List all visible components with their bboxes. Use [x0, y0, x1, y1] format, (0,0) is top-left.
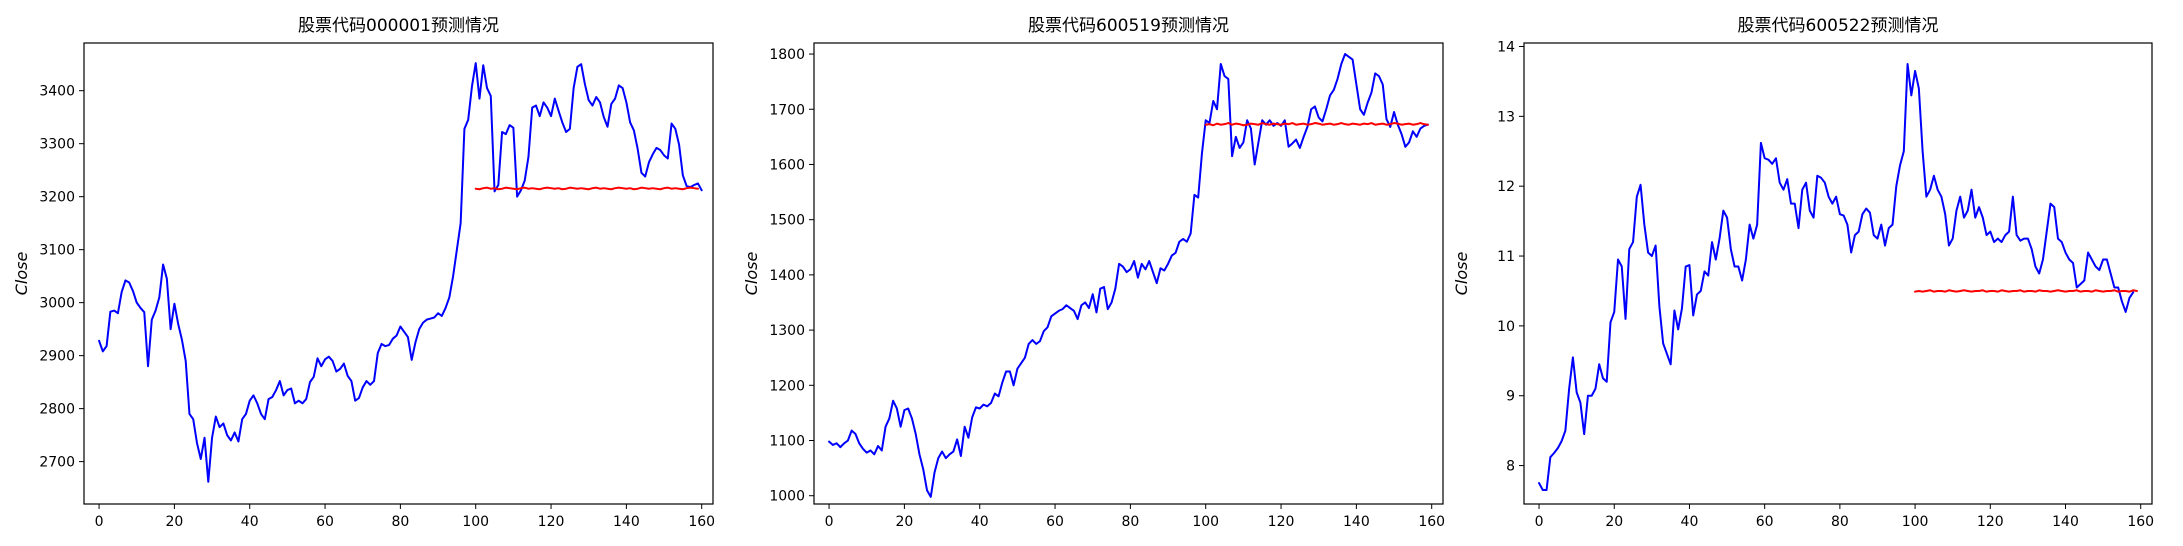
y-tick-label: 2700: [39, 455, 75, 471]
x-tick-label: 0: [95, 514, 104, 530]
y-tick-label: 1600: [769, 157, 805, 173]
x-tick-label: 160: [1418, 514, 1445, 530]
y-tick-label: 13: [1497, 109, 1515, 125]
y-tick-label: 10: [1497, 319, 1515, 335]
y-tick-label: 3100: [39, 243, 75, 259]
y-tick-label: 14: [1497, 39, 1515, 55]
x-tick-label: 100: [462, 514, 489, 530]
x-tick-label: 60: [316, 514, 334, 530]
axes-frame: [1523, 42, 2153, 505]
x-tick-label: 80: [1831, 514, 1849, 530]
y-axis-label: Close: [742, 252, 761, 296]
x-tick-label: 40: [971, 514, 989, 530]
chart-panel-2: 0 20 40 60 80 100 120 140 160 1000 1100 1200 1300 140…: [742, 16, 1445, 530]
x-tick-label: 40: [241, 514, 259, 530]
x-tick-label: 100: [1192, 514, 1219, 530]
axes-frame: [83, 42, 714, 505]
x-tick-label: 40: [1681, 514, 1699, 530]
x-tick-label: 120: [1268, 514, 1295, 530]
y-tick-label: 1800: [769, 47, 805, 63]
y-tick-label: 8: [1506, 459, 1515, 475]
x-tick-label: 20: [165, 514, 183, 530]
x-tick-label: 140: [2052, 514, 2079, 530]
y-axis-label: Close: [1452, 252, 1471, 296]
y-tick-label: 2900: [39, 349, 75, 365]
chart-title: 股票代码600519预测情况: [1028, 16, 1229, 36]
y-tick-label: 1200: [769, 378, 805, 394]
x-tick-label: 0: [1535, 514, 1544, 530]
y-tick-label: 1000: [769, 489, 805, 505]
actual-close-line: [1538, 62, 2135, 492]
x-tick-label: 60: [1046, 514, 1064, 530]
x-tick-label: 20: [895, 514, 913, 530]
x-tick-label: 120: [1977, 514, 2004, 530]
chart-title: 股票代码000001预测情况: [298, 16, 499, 36]
x-tick-label: 80: [1121, 514, 1139, 530]
y-tick-label: 1400: [769, 268, 805, 284]
y-axis-label: Close: [12, 252, 31, 296]
axes-frame: [813, 42, 1444, 505]
y-tick-label: 3400: [39, 84, 75, 100]
actual-close-line: [828, 53, 1429, 498]
x-tick-label: 160: [2127, 514, 2154, 530]
y-tick-label: 12: [1497, 179, 1515, 195]
predicted-close-line: [1204, 122, 1429, 127]
x-tick-label: 140: [1343, 514, 1370, 530]
chart-title: 股票代码600522预测情况: [1738, 16, 1939, 36]
x-tick-label: 80: [391, 514, 409, 530]
chart-panel-1: 0 20 40 60 80 100 120 140 160 2700 2800 2900 3000 310…: [12, 16, 715, 530]
x-tick-label: 0: [825, 514, 834, 530]
y-tick-label: 1700: [769, 102, 805, 118]
y-tick-label: 2800: [39, 402, 75, 418]
actual-close-line: [98, 62, 703, 483]
y-tick-label: 1500: [769, 213, 805, 229]
x-tick-label: 140: [613, 514, 640, 530]
y-tick-label: 3300: [39, 137, 75, 153]
y-tick-label: 9: [1506, 389, 1515, 405]
x-tick-label: 20: [1605, 514, 1623, 530]
y-tick-label: 11: [1497, 249, 1515, 265]
y-tick-label: 3000: [39, 296, 75, 312]
x-tick-label: 60: [1756, 514, 1774, 530]
y-tick-label: 1100: [769, 434, 805, 450]
x-tick-label: 100: [1902, 514, 1929, 530]
predicted-close-line: [1914, 289, 2138, 293]
chart-panel-3: 0 20 40 60 80 100 120 140 160 8 9 10 11 12 13 14 股票代码600…: [1452, 16, 2154, 530]
y-tick-label: 1300: [769, 323, 805, 339]
x-tick-label: 120: [538, 514, 565, 530]
y-tick-label: 3200: [39, 190, 75, 206]
predicted-close-line: [474, 186, 699, 191]
x-tick-label: 160: [688, 514, 715, 530]
